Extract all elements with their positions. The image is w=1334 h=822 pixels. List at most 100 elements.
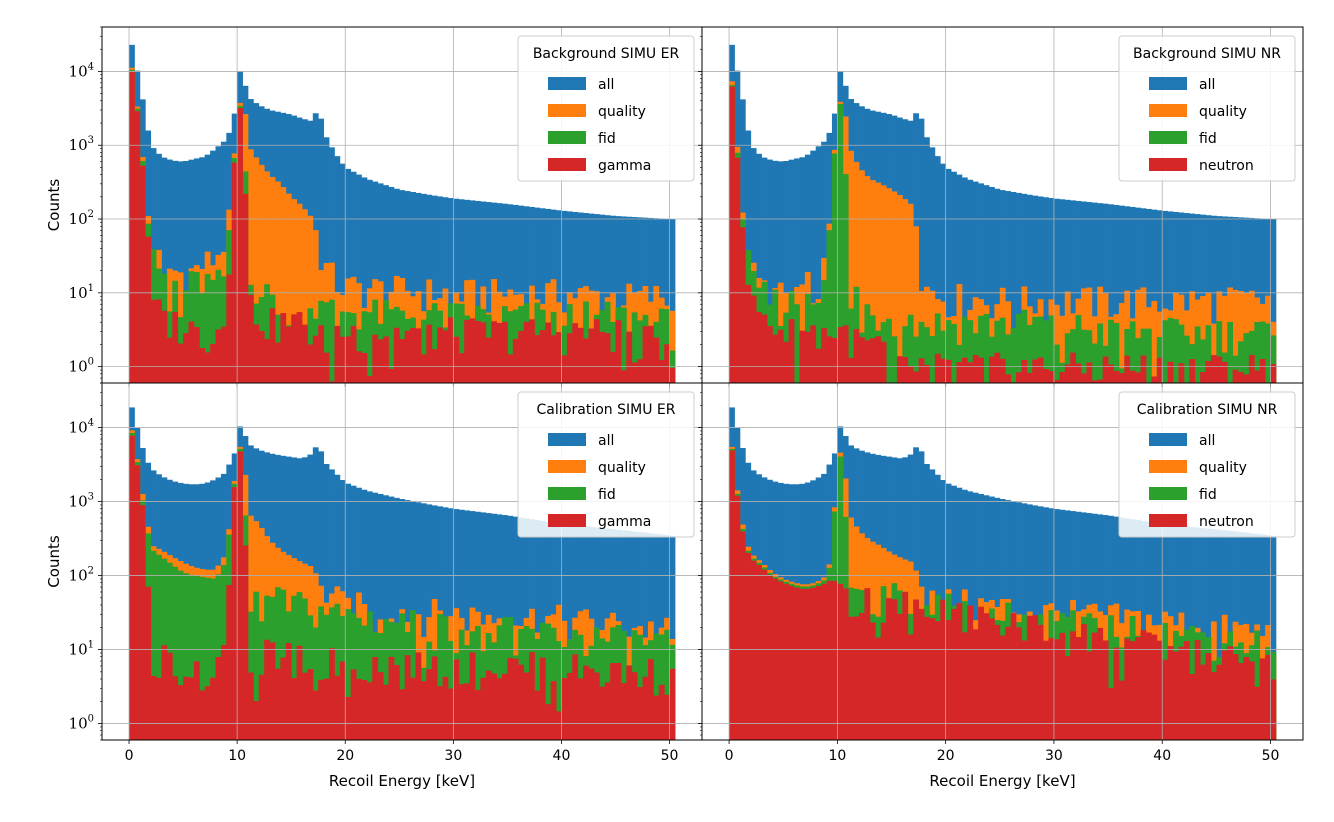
- bar-gamma-57: [437, 686, 443, 740]
- bar-gamma-22: [247, 672, 254, 740]
- bar-all-56: [1032, 195, 1039, 383]
- bar-quality-91: [1221, 295, 1228, 383]
- bar-gamma-71: [512, 658, 519, 740]
- bar-all-90: [615, 216, 622, 383]
- bar-fid-11: [188, 574, 195, 740]
- bar-fid-79: [556, 641, 562, 740]
- bar-fid-30: [891, 336, 898, 383]
- bar-gamma-27: [274, 668, 281, 740]
- bar-all-71: [1113, 204, 1120, 383]
- bar-all-74: [1129, 206, 1136, 383]
- bar-gamma-77: [545, 704, 552, 740]
- bar-fid-80: [1162, 320, 1169, 383]
- bar-gamma-73: [523, 672, 530, 740]
- bar-fid-67: [1091, 343, 1098, 383]
- bar-gamma-98: [658, 684, 665, 740]
- bar-gamma-73: [523, 321, 530, 383]
- bar-neutron-77: [1145, 632, 1152, 740]
- bars-top-right: [729, 44, 1277, 383]
- ytick-base: 10: [69, 493, 88, 511]
- bar-quality-61: [1059, 315, 1066, 383]
- bar-all-96: [647, 217, 654, 383]
- xtick-label-0: 0: [725, 748, 734, 764]
- bar-fid-64: [1075, 315, 1082, 383]
- legend-swatch-all: [548, 77, 586, 90]
- bar-gamma-2: [139, 165, 146, 383]
- bar-neutron-34: [913, 599, 919, 740]
- bar-gamma-87: [599, 331, 606, 383]
- legend-label-gamma: gamma: [598, 158, 651, 174]
- bar-fid-49: [994, 320, 1001, 383]
- bar-neutron-39: [940, 358, 947, 383]
- bar-neutron-59: [1048, 371, 1055, 383]
- bar-neutron-46: [978, 357, 984, 383]
- bar-neutron-56: [1032, 359, 1039, 383]
- bar-gamma-18: [226, 274, 233, 383]
- bar-quality-85: [1189, 291, 1196, 383]
- bar-fid-47: [983, 313, 990, 383]
- bar-fid-21: [842, 174, 849, 383]
- bar-neutron-4: [750, 295, 757, 383]
- bar-gamma-14: [204, 686, 211, 740]
- bar-gamma-63: [469, 318, 476, 383]
- ytick-exponent: 2: [88, 209, 94, 220]
- bar-neutron-13: [799, 588, 806, 740]
- bar-neutron-62: [1064, 656, 1071, 740]
- bar-all-64: [474, 200, 481, 383]
- bar-all-12: [794, 158, 800, 383]
- bar-all-79: [1156, 210, 1163, 383]
- bar-fid-66: [1086, 330, 1093, 383]
- bar-gamma-15: [210, 343, 216, 383]
- legend-swatch-all: [1149, 77, 1187, 90]
- bar-gamma-89: [610, 351, 616, 383]
- bar-fid-51: [1005, 334, 1012, 383]
- ytick-label-1: 101: [69, 640, 94, 659]
- bar-fid-94: [1238, 341, 1244, 383]
- bar-neutron-59: [1048, 637, 1055, 740]
- bar-gamma-46: [377, 339, 384, 383]
- bar-neutron-10: [783, 583, 790, 740]
- legend-label-quality: quality: [1199, 104, 1247, 120]
- bar-neutron-26: [869, 338, 876, 383]
- legend-label-all: all: [1199, 77, 1215, 93]
- bar-all-62: [1064, 199, 1071, 383]
- bar-gamma-0: [129, 435, 135, 740]
- bar-gamma-32: [302, 672, 308, 740]
- bar-gamma-21: [242, 545, 249, 740]
- ytick-base: 10: [69, 284, 88, 302]
- bar-gamma-72: [518, 330, 525, 383]
- bar-gamma-46: [377, 672, 384, 740]
- bar-all-40: [945, 168, 952, 383]
- bar-fid-81: [1167, 317, 1174, 383]
- bar-all-5: [756, 153, 762, 383]
- bar-gamma-5: [156, 677, 162, 740]
- bar-neutron-57: [1037, 357, 1044, 383]
- bar-fid-90: [1216, 321, 1223, 383]
- bar-quality-31: [296, 203, 303, 383]
- bar-all-41: [350, 485, 357, 740]
- bar-neutron-95: [1243, 374, 1250, 383]
- xtick-label-20: 20: [336, 748, 354, 764]
- bar-all-16: [815, 146, 822, 383]
- bar-neutron-13: [799, 330, 806, 383]
- bar-gamma-18: [226, 584, 233, 740]
- bar-gamma-34: [312, 335, 319, 383]
- bar-fid-70: [1108, 615, 1114, 740]
- bar-fid-10: [183, 573, 189, 740]
- bar-all-42: [956, 174, 963, 383]
- legend-label-quality: quality: [1199, 460, 1247, 476]
- bar-fid-52: [1010, 328, 1017, 383]
- bar-fid-93: [1232, 355, 1239, 383]
- bar-all-9: [177, 161, 184, 383]
- bar-all-100: [669, 535, 676, 740]
- bar-neutron-67: [1091, 632, 1098, 740]
- bar-neutron-43: [961, 357, 968, 383]
- bar-fid-30: [291, 595, 297, 740]
- bar-gamma-85: [588, 668, 595, 740]
- bar-neutron-81: [1167, 361, 1174, 383]
- bar-gamma-53: [415, 328, 422, 383]
- bar-gamma-70: [507, 354, 514, 383]
- x-axis-label: Recoil Energy [keV]: [929, 772, 1075, 790]
- bar-gamma-65: [480, 677, 487, 740]
- xtick-label-20: 20: [937, 748, 955, 764]
